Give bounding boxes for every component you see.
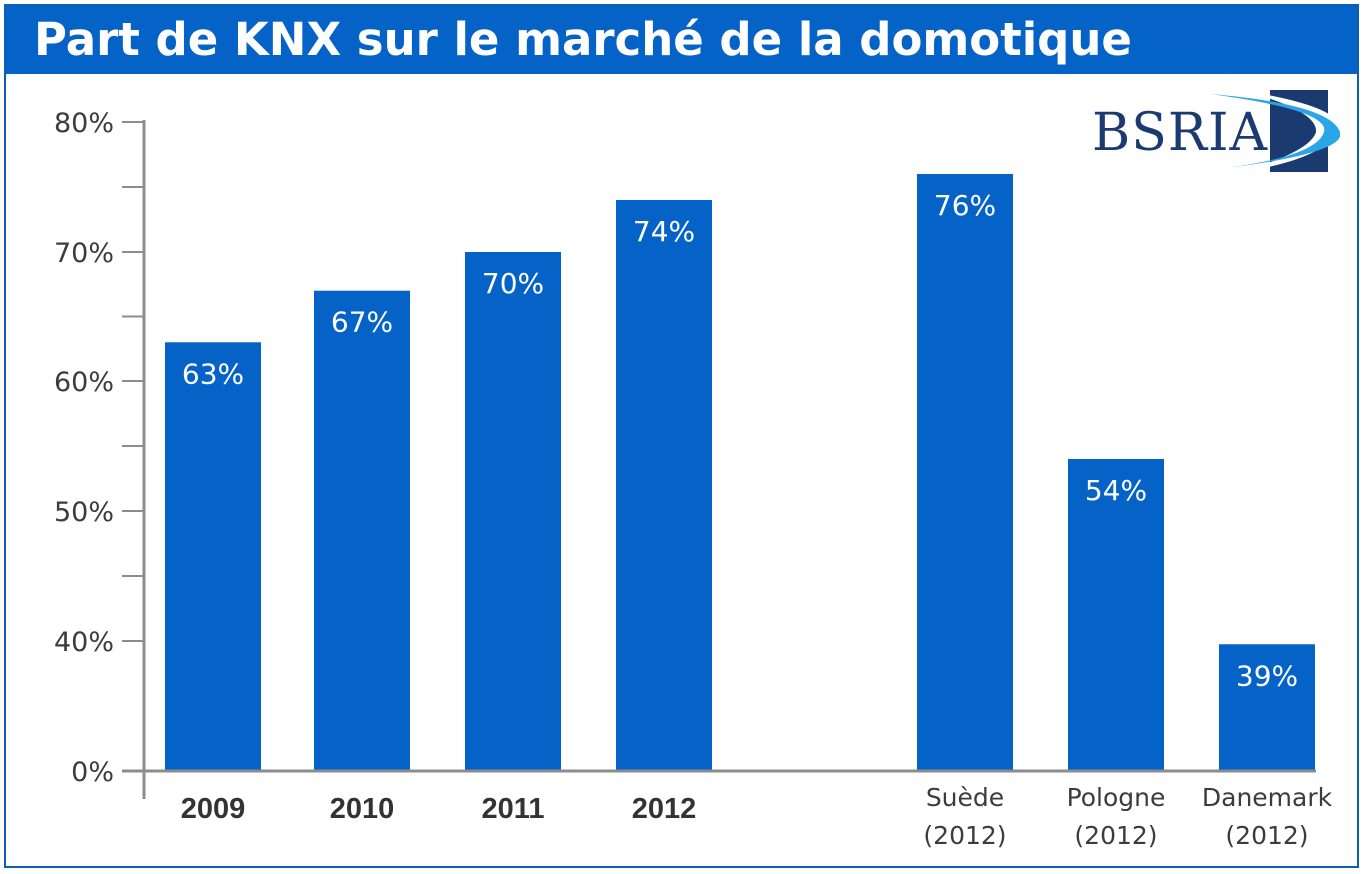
y-tick-label: 0% <box>71 757 114 788</box>
bar-value-label: 39% <box>1236 659 1298 692</box>
bar-value-label: 76% <box>934 189 996 222</box>
bsria-logo: BSRIA <box>1092 90 1340 172</box>
logo-text: BSRIA <box>1092 103 1269 163</box>
y-tick-label: 80% <box>54 108 114 139</box>
bar <box>1219 644 1315 771</box>
bar <box>616 200 712 771</box>
x-tick-label: Pologne <box>1067 783 1166 812</box>
x-tick-label: 2012 <box>632 793 697 825</box>
x-tick-label: (2012) <box>923 821 1006 850</box>
x-tick-label: 2011 <box>482 793 545 825</box>
x-tick-label: (2012) <box>1225 821 1308 850</box>
bar <box>314 290 410 771</box>
x-tick-label: Suède <box>926 783 1004 812</box>
bar-value-label: 67% <box>331 306 393 339</box>
y-tick-label: 70% <box>54 238 114 269</box>
bar <box>165 342 261 771</box>
y-tick-label: 50% <box>54 497 114 528</box>
x-tick-label: 2010 <box>330 793 395 825</box>
bar-value-label: 54% <box>1085 474 1147 507</box>
y-tick-label: 60% <box>54 367 114 398</box>
bar-value-label: 63% <box>182 357 244 390</box>
bar <box>917 174 1013 771</box>
bar-value-label: 74% <box>633 215 695 248</box>
title-bar: Part de KNX sur le marché de la domotiqu… <box>6 6 1357 74</box>
chart-title: Part de KNX sur le marché de la domotiqu… <box>34 13 1132 66</box>
x-tick-label: (2012) <box>1074 821 1157 850</box>
bar-value-label: 70% <box>482 267 544 300</box>
logo-swoosh-blue <box>1210 94 1340 170</box>
x-tick-label: Danemark <box>1202 783 1333 812</box>
bar <box>465 252 561 771</box>
x-tick-label: 2009 <box>181 793 246 825</box>
bar <box>1068 459 1164 771</box>
y-tick-label: 40% <box>54 627 114 658</box>
